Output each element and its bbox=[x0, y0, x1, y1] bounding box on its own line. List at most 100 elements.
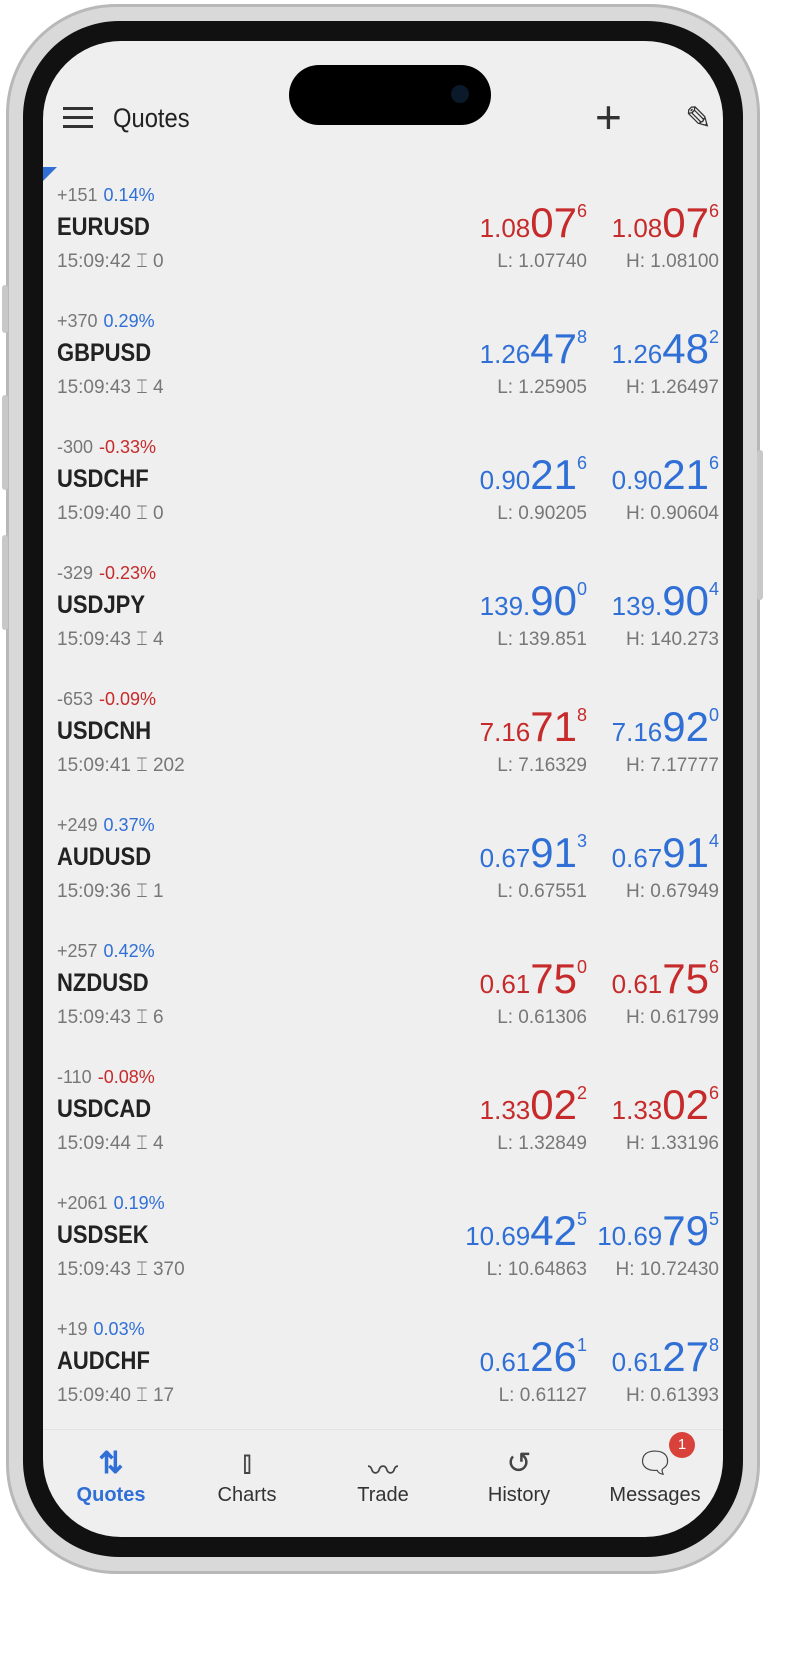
spread-icon: ⌶ bbox=[136, 251, 148, 272]
quote-row[interactable]: -110 -0.08% USDCAD 15:09:44 ⌶ 4 1.33022 1.… bbox=[43, 1057, 723, 1183]
quote-row[interactable]: -653 -0.09% USDCNH 15:09:41 ⌶ 202 7.16718… bbox=[43, 679, 723, 805]
quote-row[interactable]: +257 0.42% NZDUSD 15:09:43 ⌶ 6 0.61750 0.6… bbox=[43, 931, 723, 1057]
trend-line-icon: 〰 bbox=[368, 1455, 398, 1488]
symbol: USDJPY bbox=[57, 591, 146, 619]
quote-time: 15:09:40 ⌶ 17 bbox=[57, 1385, 175, 1406]
bid-price[interactable]: 0.61261 bbox=[479, 1333, 587, 1380]
change: -300 -0.33% bbox=[57, 437, 157, 457]
ask-price[interactable]: 0.90216 bbox=[611, 451, 719, 498]
low-price: L: 1.07740 bbox=[497, 251, 587, 272]
ask-price[interactable]: 0.61756 bbox=[611, 955, 719, 1002]
quote-row[interactable]: -329 -0.23% USDJPY 15:09:43 ⌶ 4 139.900 13… bbox=[43, 553, 723, 679]
nav-history[interactable]: ↺ History bbox=[451, 1430, 587, 1537]
change: -329 -0.23% bbox=[57, 563, 157, 583]
quote-row[interactable]: +151 0.14% EURUSD 15:09:42 ⌶ 0 1.08076 1.0… bbox=[43, 175, 723, 301]
ask-price[interactable]: 0.67914 bbox=[611, 829, 719, 876]
low-price: L: 1.25905 bbox=[497, 377, 587, 398]
hamburger-icon[interactable] bbox=[63, 107, 93, 129]
bid-price[interactable]: 10.69425 bbox=[465, 1207, 587, 1254]
nav-messages[interactable]: 🗨 Messages 1 bbox=[587, 1430, 723, 1537]
spread: 370 bbox=[152, 1259, 185, 1280]
side-button bbox=[2, 285, 8, 333]
spread-icon: ⌶ bbox=[136, 1133, 148, 1154]
quote-time: 15:09:43 ⌶ 4 bbox=[57, 629, 164, 650]
bid-price[interactable]: 7.16718 bbox=[479, 703, 587, 750]
ask-price[interactable]: 139.904 bbox=[611, 577, 719, 624]
bid-price[interactable]: 0.90216 bbox=[479, 451, 587, 498]
bid-price[interactable]: 0.67913 bbox=[479, 829, 587, 876]
spread: 4 bbox=[152, 629, 164, 650]
change-percent: 0.29% bbox=[103, 311, 155, 331]
phone-frame: Quotes + ✎ +151 0.14% EURUSD 15:09:42 ⌶ 0… bbox=[6, 4, 760, 1574]
quote-time: 15:09:44 ⌶ 4 bbox=[57, 1133, 164, 1154]
nav-trade[interactable]: 〰 Trade bbox=[315, 1430, 451, 1537]
quotes-list: +151 0.14% EURUSD 15:09:42 ⌶ 0 1.08076 1.0… bbox=[43, 175, 723, 1435]
high-price: H: 7.17777 bbox=[626, 755, 719, 776]
spread: 6 bbox=[152, 1007, 164, 1028]
change: -653 -0.09% bbox=[57, 689, 157, 709]
quote-row[interactable]: +2061 0.19% USDSEK 15:09:43 ⌶ 370 10.6942… bbox=[43, 1183, 723, 1309]
quote-time: 15:09:43 ⌶ 4 bbox=[57, 377, 164, 398]
nav-charts[interactable]: ⫾ Charts bbox=[179, 1430, 315, 1537]
history-icon: ↺ bbox=[506, 1447, 532, 1480]
low-price: L: 7.16329 bbox=[497, 755, 587, 776]
phone-bezel: Quotes + ✎ +151 0.14% EURUSD 15:09:42 ⌶ 0… bbox=[23, 21, 743, 1557]
symbol: USDCHF bbox=[57, 465, 149, 493]
symbol: USDSEK bbox=[57, 1221, 149, 1249]
ask-price[interactable]: 0.61278 bbox=[611, 1333, 719, 1380]
bid-price[interactable]: 139.900 bbox=[479, 577, 587, 624]
change-percent: -0.08% bbox=[97, 1067, 155, 1087]
change: -110 -0.08% bbox=[57, 1067, 155, 1087]
quote-row[interactable]: +370 0.29% GBPUSD 15:09:43 ⌶ 4 1.26478 1.2… bbox=[43, 301, 723, 427]
spread: 0 bbox=[152, 251, 164, 272]
change-percent: -0.09% bbox=[99, 689, 157, 709]
change: +257 0.42% bbox=[57, 941, 155, 961]
quote-time: 15:09:42 ⌶ 0 bbox=[57, 251, 164, 272]
spread: 1 bbox=[152, 881, 164, 902]
arrows-updown-icon: ⇅ bbox=[98, 1447, 124, 1480]
symbol: EURUSD bbox=[57, 213, 150, 241]
low-price: L: 0.61306 bbox=[497, 1007, 587, 1028]
bid-price[interactable]: 1.08076 bbox=[479, 199, 587, 246]
nav-quotes[interactable]: ⇅ Quotes bbox=[43, 1430, 179, 1537]
ask-price[interactable]: 10.69795 bbox=[597, 1207, 719, 1254]
quote-row[interactable]: +19 0.03% AUDCHF 15:09:40 ⌶ 17 0.61261 0.6… bbox=[43, 1309, 723, 1435]
quote-row[interactable]: +249 0.37% AUDUSD 15:09:36 ⌶ 1 0.67913 0.6… bbox=[43, 805, 723, 931]
low-price: L: 0.67551 bbox=[497, 881, 587, 902]
bid-price[interactable]: 1.26478 bbox=[479, 325, 587, 372]
spread-icon: ⌶ bbox=[136, 1259, 148, 1280]
quote-time: 15:09:43 ⌶ 6 bbox=[57, 1007, 164, 1028]
symbol: USDCNH bbox=[57, 717, 152, 745]
change: +249 0.37% bbox=[57, 815, 155, 835]
pencil-icon[interactable]: ✎ bbox=[685, 100, 712, 136]
ask-price[interactable]: 1.08076 bbox=[611, 199, 719, 246]
low-price: L: 0.61127 bbox=[498, 1385, 587, 1406]
spread: 17 bbox=[152, 1385, 175, 1406]
plus-icon[interactable]: + bbox=[595, 91, 622, 143]
low-price: L: 10.64863 bbox=[486, 1259, 587, 1280]
symbol: GBPUSD bbox=[57, 339, 152, 367]
quote-row[interactable]: -300 -0.33% USDCHF 15:09:40 ⌶ 0 0.90216 0.… bbox=[43, 427, 723, 553]
high-price: H: 1.33196 bbox=[626, 1133, 719, 1154]
spread-icon: ⌶ bbox=[136, 629, 148, 650]
change-percent: -0.33% bbox=[99, 437, 157, 457]
change: +151 0.14% bbox=[57, 185, 155, 205]
ask-price[interactable]: 1.26482 bbox=[611, 325, 719, 372]
bid-price[interactable]: 1.33022 bbox=[479, 1081, 587, 1128]
bid-price[interactable]: 0.61750 bbox=[479, 955, 587, 1002]
side-button bbox=[2, 535, 8, 630]
candlestick-icon: ⫾ bbox=[242, 1446, 252, 1479]
spread-icon: ⌶ bbox=[136, 377, 148, 398]
low-price: L: 139.851 bbox=[497, 629, 587, 650]
ask-price[interactable]: 7.16920 bbox=[611, 703, 719, 750]
spread-icon: ⌶ bbox=[136, 1385, 148, 1406]
selection-corner-marker bbox=[43, 167, 57, 181]
high-price: H: 1.08100 bbox=[626, 251, 719, 272]
quote-time: 15:09:43 ⌶ 370 bbox=[57, 1259, 185, 1280]
symbol: USDCAD bbox=[57, 1095, 152, 1123]
low-price: L: 0.90205 bbox=[497, 503, 587, 524]
bottom-nav: ⇅ Quotes ⫾ Charts 〰 Trade ↺ History 🗨 Me… bbox=[43, 1429, 723, 1537]
high-price: H: 0.90604 bbox=[626, 503, 719, 524]
ask-price[interactable]: 1.33026 bbox=[611, 1081, 719, 1128]
unread-badge: 1 bbox=[669, 1432, 695, 1458]
